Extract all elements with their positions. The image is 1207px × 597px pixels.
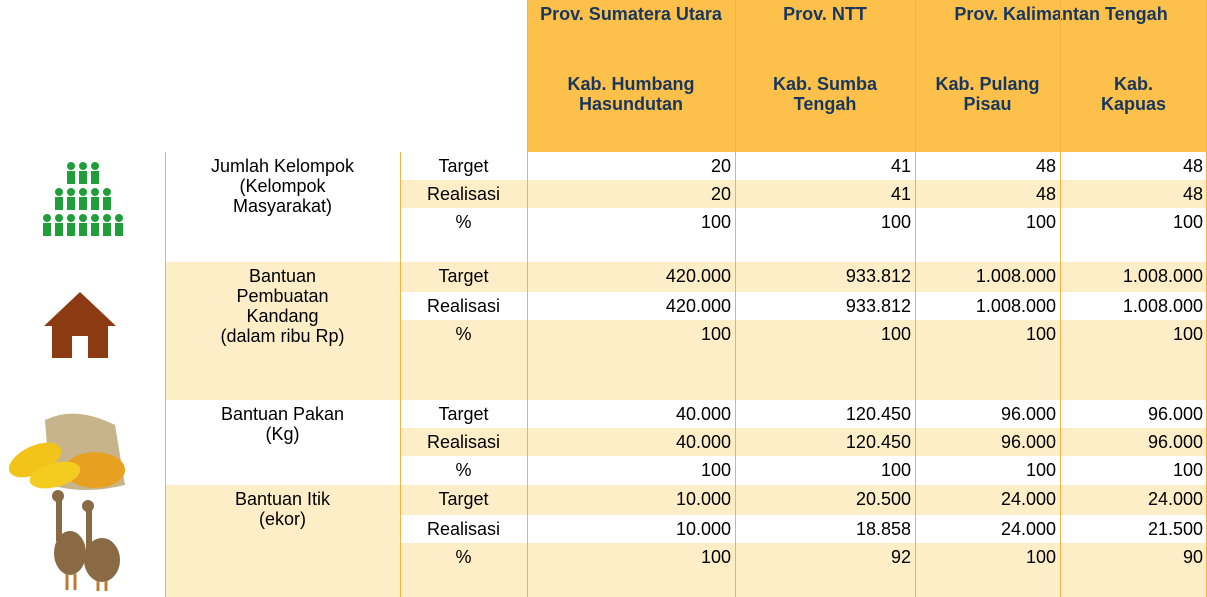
value-cell: 100 — [1060, 320, 1207, 400]
value-cell: 100 — [915, 543, 1060, 597]
row-label-line: (Kg) — [265, 424, 300, 444]
metric: Target — [400, 485, 527, 515]
value-cell: 90 — [1060, 543, 1207, 597]
province-header: Prov. Sumatera Utara — [527, 0, 735, 70]
metric: % — [455, 460, 472, 480]
value-cell: 100 — [735, 320, 915, 400]
row-label-line: Bantuan — [248, 266, 317, 286]
metric: Target — [438, 156, 489, 176]
people-icon — [43, 162, 123, 236]
row-label: Bantuan Pakan (Kg) — [165, 400, 400, 485]
row-label-line: Bantuan Pakan — [220, 404, 345, 424]
regency-header: Kab. Kapuas — [1060, 70, 1207, 152]
value-cell: 96.000 — [915, 428, 1060, 456]
row-label-line: Bantuan Itik — [234, 489, 331, 509]
row-label: Jumlah Kelompok (Kelompok Masyarakat) — [165, 152, 400, 262]
value-cell: 41 — [735, 180, 915, 208]
value-cell: 100 — [1172, 212, 1203, 232]
value-cell: 1.008.000 — [915, 262, 1060, 292]
column-rule — [400, 152, 401, 597]
value-cell: 21.500 — [1147, 519, 1203, 539]
value-cell: 92 — [735, 543, 915, 597]
metric: % — [400, 320, 527, 400]
metric: Realisasi — [426, 519, 501, 539]
value-cell: 100 — [700, 212, 731, 232]
value-cell: 100 — [1025, 212, 1056, 232]
row-label-line: Jumlah Kelompok — [210, 156, 355, 176]
value-cell: 100 — [527, 543, 735, 597]
value-cell: 24.000 — [1000, 519, 1056, 539]
value-cell: 20.500 — [735, 485, 915, 515]
duck-icon — [52, 490, 120, 591]
province-header: Prov. Kalimantan Tengah — [915, 0, 1207, 70]
row-label: Bantuan Itik (ekor) — [165, 485, 400, 597]
value-cell: 48 — [1035, 156, 1056, 176]
metric: Target — [438, 404, 489, 424]
value-cell: 41 — [890, 156, 911, 176]
value-cell: 1.008.000 — [1122, 296, 1203, 316]
row-label-line: (Kelompok — [239, 176, 326, 196]
value-cell: 24.000 — [1060, 485, 1207, 515]
column-rule — [915, 0, 916, 597]
value-cell: 96.000 — [1060, 428, 1207, 456]
province-header: Prov. NTT — [735, 0, 915, 70]
value-cell: 1.008.000 — [975, 296, 1056, 316]
value-cell: 100 — [527, 320, 735, 400]
house-icon — [44, 292, 116, 358]
value-cell: 20 — [527, 180, 735, 208]
row-label-line: (dalam ribu Rp) — [220, 326, 345, 346]
value-cell: 48 — [1182, 156, 1203, 176]
row-label-line: (ekor) — [258, 509, 306, 529]
value-cell: 20 — [710, 156, 731, 176]
value-cell: 40.000 — [527, 428, 735, 456]
regency-header: Kab. Pulang Pisau — [915, 70, 1060, 152]
value-cell: 18.858 — [855, 519, 911, 539]
value-cell: 24.000 — [915, 485, 1060, 515]
value-cell: 100 — [880, 212, 911, 232]
row-label: Bantuan Pembuatan Kandang (dalam ribu Rp) — [165, 262, 400, 400]
value-cell: 100 — [700, 460, 731, 480]
value-cell: 48 — [1060, 180, 1207, 208]
metric: % — [400, 543, 527, 597]
column-rule — [1060, 0, 1061, 597]
value-cell: 100 — [1025, 460, 1056, 480]
value-cell: 1.008.000 — [1060, 262, 1207, 292]
value-cell: 120.450 — [735, 428, 915, 456]
value-cell: 10.000 — [527, 485, 735, 515]
value-cell: 10.000 — [675, 519, 731, 539]
value-cell: 933.812 — [845, 296, 911, 316]
column-rule — [735, 0, 736, 597]
value-cell: 100 — [1172, 460, 1203, 480]
value-cell: 100 — [880, 460, 911, 480]
regency-header: Kab. Humbang Hasundutan — [527, 70, 735, 152]
value-cell: 120.450 — [845, 404, 911, 424]
metric: % — [455, 212, 472, 232]
value-cell: 96.000 — [1000, 404, 1056, 424]
metric: Realisasi — [400, 428, 527, 456]
metric: Realisasi — [400, 180, 527, 208]
row-label-line: Pembuatan — [236, 286, 329, 306]
column-rule — [165, 152, 166, 597]
feed-icon — [8, 413, 125, 490]
metric: Realisasi — [426, 296, 501, 316]
value-cell: 420.000 — [527, 262, 735, 292]
value-cell: 933.812 — [735, 262, 915, 292]
row-label-line: Masyarakat) — [232, 196, 333, 216]
value-cell: 420.000 — [665, 296, 731, 316]
metric: Target — [400, 262, 527, 292]
row-label-line: Kandang — [246, 306, 319, 326]
value-cell: 40.000 — [675, 404, 731, 424]
value-cell: 96.000 — [1147, 404, 1203, 424]
column-rule — [527, 0, 528, 597]
regency-header: Kab. Sumba Tengah — [735, 70, 915, 152]
value-cell: 48 — [915, 180, 1060, 208]
value-cell: 100 — [915, 320, 1060, 400]
